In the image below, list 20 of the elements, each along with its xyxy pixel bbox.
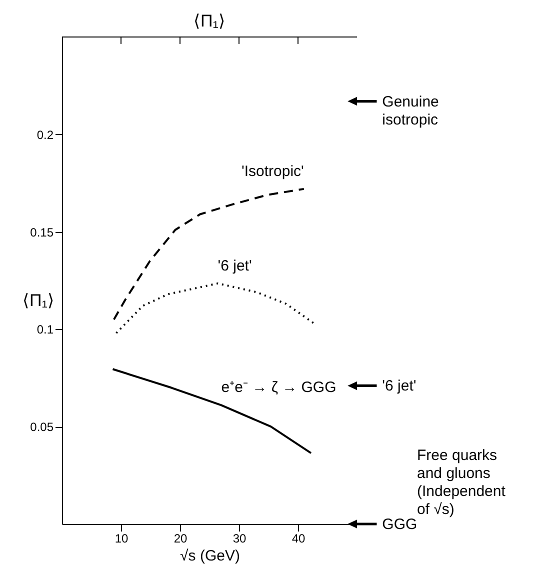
line-series bbox=[115, 282, 315, 334]
x-tick-label: 10 bbox=[114, 532, 128, 546]
text: Genuine isotropic bbox=[382, 93, 439, 128]
legend-label: e⁺e⁻ → ζ → GGG bbox=[221, 379, 336, 396]
y-tick-label: 0.05 bbox=[30, 420, 54, 434]
series-label: 'Isotropic' bbox=[241, 162, 304, 180]
y-tick-label: 0.1 bbox=[36, 322, 54, 337]
text: Free quarks and gluons (Independent of √s) bbox=[417, 446, 506, 518]
text: GGG bbox=[382, 516, 418, 533]
x-axis-title: √s (GeV) bbox=[180, 548, 240, 564]
series-label: '6 jet' bbox=[218, 257, 252, 274]
x-tick-label: 40 bbox=[292, 532, 306, 546]
y-tick-label: 0.2 bbox=[36, 128, 54, 142]
x-tick-label: 30 bbox=[232, 532, 246, 546]
y-axis-title: ⟨Π₁⟩ bbox=[22, 291, 54, 310]
y-tick-label: 0.15 bbox=[30, 225, 54, 240]
text: '6 jet' bbox=[382, 378, 416, 395]
x-tick-label: 20 bbox=[174, 532, 188, 546]
chart-title: ⟨Π₁⟩ bbox=[193, 12, 226, 30]
line-series bbox=[112, 188, 305, 320]
